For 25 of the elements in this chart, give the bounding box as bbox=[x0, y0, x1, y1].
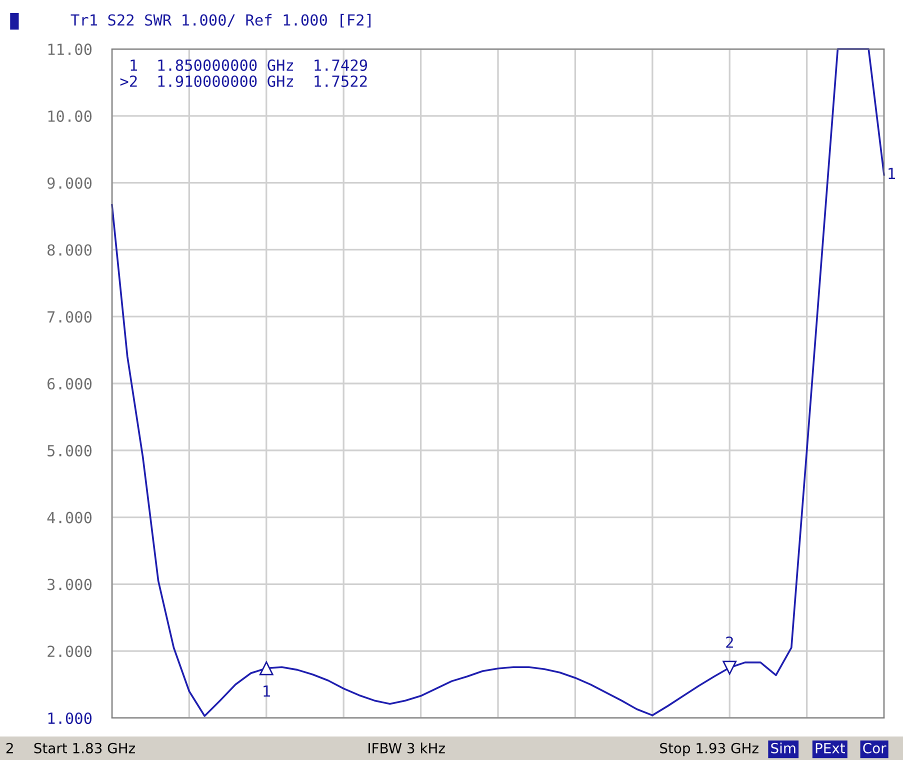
y-tick-label: 5.000 bbox=[48, 444, 92, 456]
annotation: 2 bbox=[726, 636, 733, 648]
text: 2 bbox=[6, 742, 13, 754]
text: Cor bbox=[863, 742, 886, 754]
annotation: 1 1.850000000 GHz 1.7429 bbox=[130, 59, 367, 71]
y-tick-label: 1.000 bbox=[48, 712, 92, 724]
annotation: >2 1.910000000 GHz 1.7522 bbox=[120, 75, 367, 88]
y-tick-label: 2.000 bbox=[48, 646, 92, 658]
text: 1 bbox=[888, 168, 895, 180]
y-tick-label: 9.000 bbox=[47, 177, 92, 189]
y-tick-label: 11.00 bbox=[48, 44, 92, 56]
text: PExt bbox=[816, 743, 845, 754]
chart-title: Tr1 S22 SWR 1.000/ Ref 1.000 [F2] bbox=[70, 14, 371, 28]
y-tick-label: 4.000 bbox=[47, 512, 92, 524]
y-tick-label: 8.000 bbox=[48, 244, 92, 256]
y-tick-label: 7.000 bbox=[48, 311, 92, 323]
text: Sim bbox=[771, 742, 796, 754]
text: Start 1.83 GHz bbox=[34, 742, 135, 754]
annotation: 1 bbox=[264, 685, 270, 697]
y-tick-label: 6.000 bbox=[48, 378, 92, 390]
y-tick-label: 10.00 bbox=[48, 110, 92, 122]
text: Stop 1.93 GHz bbox=[660, 742, 758, 756]
text: IFBW 3 kHz bbox=[368, 742, 445, 754]
y-tick-label: 3.000 bbox=[48, 578, 92, 590]
line-series bbox=[111, 48, 885, 717]
